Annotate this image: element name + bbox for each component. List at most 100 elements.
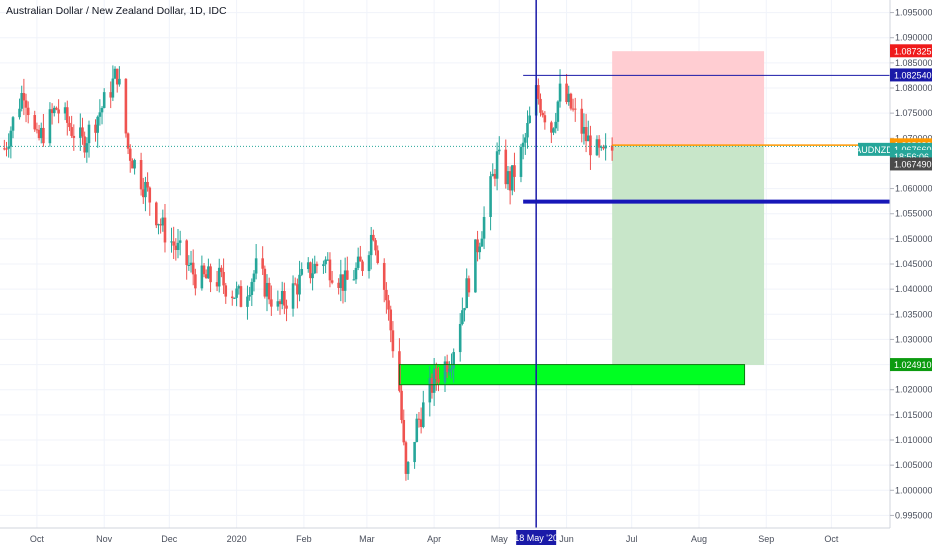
candle-body bbox=[374, 240, 377, 251]
candle-body bbox=[248, 294, 251, 297]
candle-body bbox=[83, 136, 86, 153]
candle-body bbox=[435, 368, 438, 379]
candle-body bbox=[600, 146, 603, 148]
candle-body bbox=[98, 112, 102, 117]
candle-body bbox=[478, 246, 482, 253]
candle-body bbox=[11, 117, 15, 131]
candle-body bbox=[102, 92, 106, 108]
candle-body bbox=[519, 147, 523, 177]
candle-body bbox=[437, 378, 440, 383]
candle-body bbox=[367, 255, 371, 272]
candle-body bbox=[476, 239, 479, 253]
candle-body bbox=[402, 419, 406, 443]
candle-body bbox=[298, 274, 301, 295]
candle-body bbox=[524, 137, 527, 143]
candle-body bbox=[285, 305, 288, 309]
candle-body bbox=[176, 242, 180, 250]
candle-body bbox=[35, 129, 39, 131]
candle-body bbox=[385, 289, 388, 301]
candle-body bbox=[604, 145, 607, 149]
x-tick-label: Nov bbox=[96, 534, 113, 544]
candle-body bbox=[111, 78, 115, 98]
candle-body bbox=[191, 262, 195, 275]
candle-body bbox=[493, 173, 497, 179]
candle-body bbox=[330, 280, 334, 283]
candle-body bbox=[280, 291, 284, 305]
candle-body bbox=[404, 442, 408, 474]
x-tick-label: 2020 bbox=[227, 534, 247, 544]
candle-body bbox=[270, 299, 273, 307]
y-tick-label: 1.080000 bbox=[895, 83, 932, 93]
candle-body bbox=[187, 264, 191, 266]
candle-body bbox=[448, 368, 451, 373]
candle-body bbox=[215, 282, 219, 287]
candle-body bbox=[443, 361, 447, 383]
price-tag: 1.087325 bbox=[894, 46, 932, 56]
candle-body bbox=[113, 68, 117, 79]
candle-body bbox=[37, 129, 41, 139]
candle-body bbox=[584, 127, 588, 142]
candle-body bbox=[354, 267, 358, 280]
candle-body bbox=[539, 98, 542, 113]
price-tags: 18 May '201.0873251.0825401.068630AUDNZD… bbox=[514, 44, 932, 545]
price-tag: 1.082540 bbox=[894, 70, 932, 80]
candle-body bbox=[296, 284, 299, 295]
candle-body bbox=[217, 267, 221, 287]
candle-body bbox=[50, 109, 54, 114]
price-tag: 1.067490 bbox=[894, 159, 932, 169]
price-tag: 1.067660 bbox=[894, 145, 932, 155]
candle-body bbox=[85, 143, 89, 153]
candle-body bbox=[582, 127, 586, 134]
candle-body bbox=[230, 296, 234, 299]
candle-body bbox=[543, 115, 547, 123]
demand-zone-border bbox=[398, 364, 746, 386]
x-tick-label: Dec bbox=[161, 534, 178, 544]
candle-body bbox=[170, 241, 173, 243]
candle-body bbox=[406, 462, 410, 474]
drawings bbox=[0, 0, 890, 528]
candle-body bbox=[161, 217, 165, 226]
candle-body bbox=[224, 285, 228, 297]
candle-body bbox=[128, 148, 132, 161]
x-tick-label: Oct bbox=[824, 534, 839, 544]
candle-body bbox=[595, 139, 599, 156]
candle-body bbox=[589, 135, 592, 156]
candle-body bbox=[550, 122, 553, 133]
candle-body bbox=[194, 274, 197, 289]
candle-body bbox=[376, 250, 379, 263]
candle-body bbox=[118, 78, 121, 85]
candle-body bbox=[52, 107, 56, 114]
x-tick-label: Jun bbox=[559, 534, 574, 544]
x-tick-label: Feb bbox=[296, 534, 312, 544]
candle-body bbox=[55, 107, 58, 110]
take-profit-zone bbox=[612, 145, 765, 366]
candle-body bbox=[157, 224, 160, 226]
price-tag-bg bbox=[890, 157, 932, 171]
candle-body bbox=[133, 159, 136, 169]
candle-body bbox=[513, 165, 516, 177]
stop-loss-zone bbox=[612, 51, 765, 146]
candle-body bbox=[235, 288, 238, 298]
candle-body bbox=[580, 108, 584, 134]
y-tick-label: 1.010000 bbox=[895, 435, 932, 445]
y-tick-label: 0.995000 bbox=[895, 510, 932, 520]
candle-body bbox=[313, 263, 317, 274]
candle-body bbox=[382, 262, 386, 290]
candle-body bbox=[155, 202, 158, 226]
candle-body bbox=[237, 286, 241, 289]
candle-body bbox=[39, 127, 43, 139]
y-tick-label: 1.060000 bbox=[895, 184, 932, 194]
candle-body bbox=[537, 85, 540, 99]
candle-body bbox=[417, 418, 421, 420]
candle-body bbox=[48, 109, 52, 144]
candle-body bbox=[413, 441, 416, 463]
candle-body bbox=[276, 301, 280, 307]
y-tick-label: 1.045000 bbox=[895, 259, 932, 269]
candle-body bbox=[521, 142, 525, 148]
candle-body bbox=[489, 176, 492, 217]
candle-body bbox=[178, 240, 182, 243]
candle-body bbox=[239, 286, 243, 307]
demand-zone bbox=[399, 364, 745, 385]
